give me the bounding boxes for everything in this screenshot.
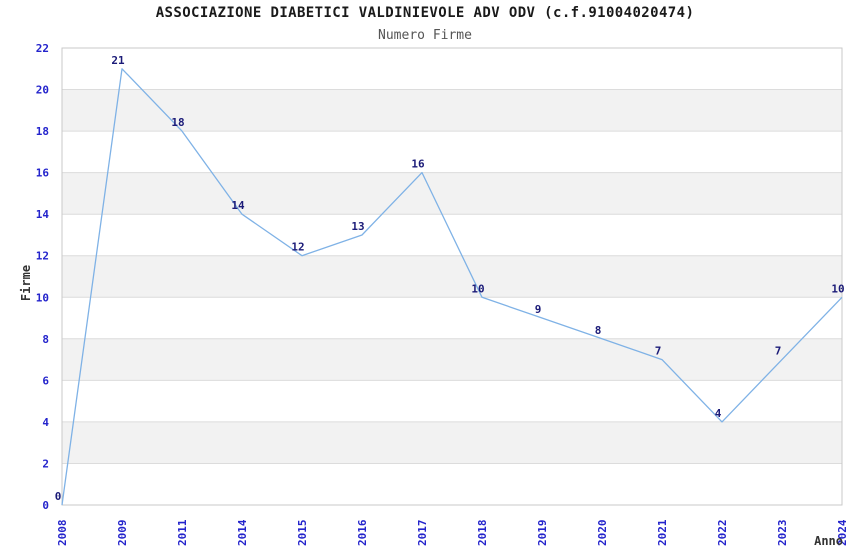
plot-border <box>61 47 843 506</box>
x-tick-label: 2023 <box>776 520 789 547</box>
data-point-label: 4 <box>715 407 722 420</box>
grid-band <box>62 89 842 132</box>
chart-subtitle: Numero Firme <box>378 28 472 43</box>
x-tick-label: 2020 <box>596 520 609 547</box>
data-point-label: 18 <box>171 116 184 129</box>
data-point-label: 8 <box>595 324 602 337</box>
x-tick-label: 2024 <box>836 519 849 546</box>
series-line <box>61 68 843 506</box>
y-tick-label: 12 <box>36 250 49 263</box>
chart-title: ASSOCIAZIONE DIABETICI VALDINIEVOLE ADV … <box>155 5 695 21</box>
x-tick-label: 2014 <box>236 519 249 546</box>
x-tick-label: 2016 <box>356 519 369 546</box>
grid-band <box>62 255 842 298</box>
x-tick-label: 2015 <box>296 520 309 547</box>
x-tick-label: 2021 <box>656 519 669 546</box>
x-tick-label: 2009 <box>116 520 129 547</box>
y-tick-label: 6 <box>42 374 49 387</box>
data-point-label: 12 <box>291 241 304 254</box>
grid-band <box>62 172 842 215</box>
x-tick-label: 2008 <box>56 520 69 547</box>
x-tick-label: 2011 <box>176 519 189 546</box>
y-tick-label: 4 <box>42 416 49 429</box>
y-axis-title: Firme <box>19 265 33 301</box>
grid-band <box>62 421 842 464</box>
data-point-label: 9 <box>535 303 542 316</box>
x-tick-label: 2019 <box>536 520 549 547</box>
y-tick-label: 0 <box>42 499 49 512</box>
y-tick-label: 18 <box>36 125 49 138</box>
y-tick-label: 16 <box>36 167 50 180</box>
data-point-label: 13 <box>351 220 364 233</box>
x-tick-label: 2017 <box>416 520 429 547</box>
x-tick-label: 2022 <box>716 520 729 547</box>
data-point-label: 0 <box>55 490 62 503</box>
data-point-label: 21 <box>111 54 125 67</box>
y-tick-label: 20 <box>36 84 49 97</box>
grid-band <box>62 338 842 381</box>
y-tick-label: 2 <box>42 458 49 471</box>
y-tick-label: 14 <box>36 208 50 221</box>
data-point-label: 7 <box>655 345 662 358</box>
x-tick-label: 2018 <box>476 520 489 547</box>
data-point-label: 10 <box>471 282 484 295</box>
data-point-label: 7 <box>775 345 782 358</box>
y-tick-label: 8 <box>42 333 49 346</box>
data-point-label: 10 <box>831 282 844 295</box>
x-axis-title: Anno <box>814 534 843 548</box>
y-tick-label: 10 <box>36 291 49 304</box>
data-point-label: 16 <box>411 158 425 171</box>
y-tick-label: 22 <box>36 42 49 55</box>
data-point-label: 14 <box>231 199 245 212</box>
